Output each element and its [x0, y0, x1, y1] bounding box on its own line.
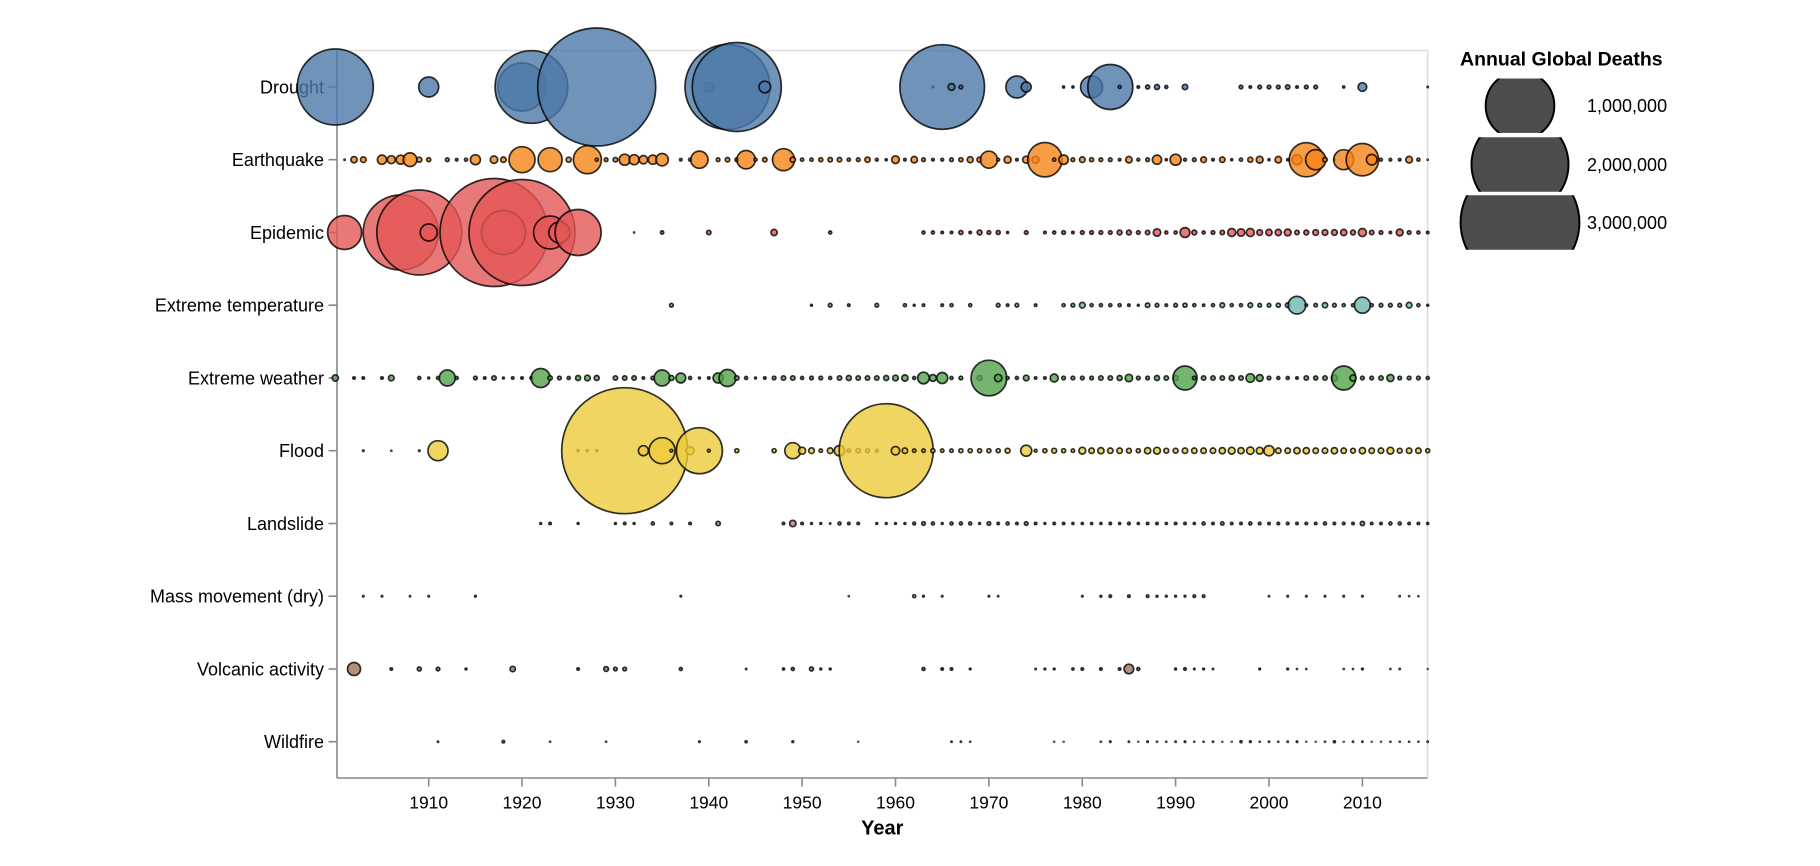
svg-text:1910: 1910 [409, 793, 448, 813]
svg-text:Volcanic activity: Volcanic activity [197, 659, 324, 679]
svg-text:Epidemic: Epidemic [250, 223, 324, 243]
svg-text:3,000,000: 3,000,000 [1587, 213, 1667, 233]
svg-text:2,000,000: 2,000,000 [1587, 155, 1667, 175]
svg-text:1940: 1940 [689, 793, 728, 813]
svg-text:1970: 1970 [969, 793, 1008, 813]
svg-text:2000: 2000 [1250, 793, 1289, 813]
svg-text:1980: 1980 [1063, 793, 1102, 813]
svg-text:2010: 2010 [1343, 793, 1382, 813]
svg-text:Mass movement (dry): Mass movement (dry) [150, 587, 324, 607]
svg-text:Annual Global Deaths: Annual Global Deaths [1460, 49, 1663, 71]
svg-text:Earthquake: Earthquake [232, 150, 324, 170]
svg-text:1950: 1950 [783, 793, 822, 813]
svg-text:Landslide: Landslide [247, 514, 324, 534]
svg-text:Flood: Flood [279, 441, 324, 461]
svg-text:1960: 1960 [876, 793, 915, 813]
svg-text:1930: 1930 [596, 793, 635, 813]
svg-text:Year: Year [861, 818, 903, 840]
svg-text:1920: 1920 [503, 793, 542, 813]
svg-text:1,000,000: 1,000,000 [1587, 96, 1667, 116]
svg-text:Wildfire: Wildfire [264, 732, 324, 752]
svg-text:Extreme weather: Extreme weather [188, 368, 324, 388]
svg-text:Extreme temperature: Extreme temperature [155, 296, 324, 316]
svg-text:1990: 1990 [1156, 793, 1195, 813]
